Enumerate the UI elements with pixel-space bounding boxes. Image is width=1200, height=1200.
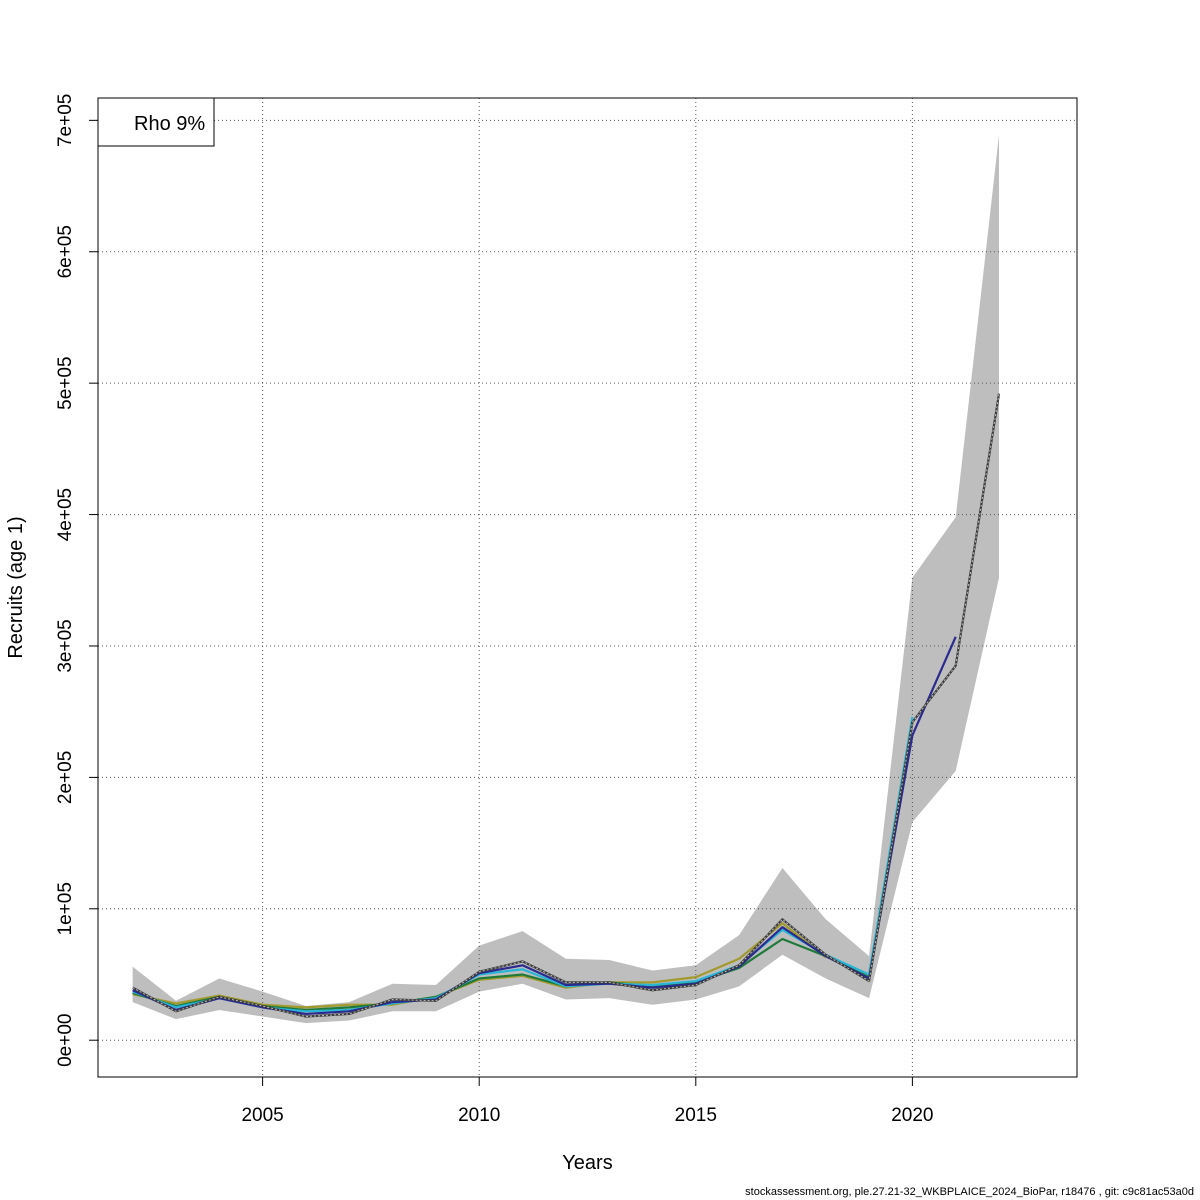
y-tick-label: 0e+00 — [55, 1014, 76, 1067]
plot-frame — [97, 97, 1078, 1078]
y-tick-label: 4e+05 — [55, 488, 76, 541]
y-tick-label: 5e+05 — [55, 356, 76, 409]
x-tick-label: 2010 — [458, 1105, 500, 1126]
x-axis-title: Years — [562, 1152, 612, 1174]
y-tick-label: 7e+05 — [55, 94, 76, 147]
legend-label: Rho 9% — [134, 113, 205, 135]
series-line-dashed-overlay — [132, 393, 1000, 1018]
y-axis-title: Recruits (age 1) — [5, 516, 27, 658]
y-tick-label: 3e+05 — [55, 619, 76, 672]
x-tick-label: 2020 — [891, 1105, 933, 1126]
x-tick-label: 2015 — [675, 1105, 717, 1126]
series-layer — [132, 393, 1001, 1018]
series-line — [132, 922, 827, 1009]
footer-source-note: stockassessment.org, ple.27.21-32_WKBPLA… — [745, 1186, 1194, 1198]
legend-box — [97, 97, 215, 147]
legend: Rho 9% — [97, 97, 215, 147]
x-tick-label: 2005 — [241, 1105, 283, 1126]
series-line — [132, 393, 1001, 1018]
y-tick-label: 6e+05 — [55, 225, 76, 278]
axis-layer: 2005 2010 2015 2020 0e+00 1e+05 2e+05 3e+05 4e+0… — [55, 94, 934, 1126]
y-tick-label: 1e+05 — [55, 882, 76, 935]
y-tick-label: 2e+05 — [55, 751, 76, 804]
